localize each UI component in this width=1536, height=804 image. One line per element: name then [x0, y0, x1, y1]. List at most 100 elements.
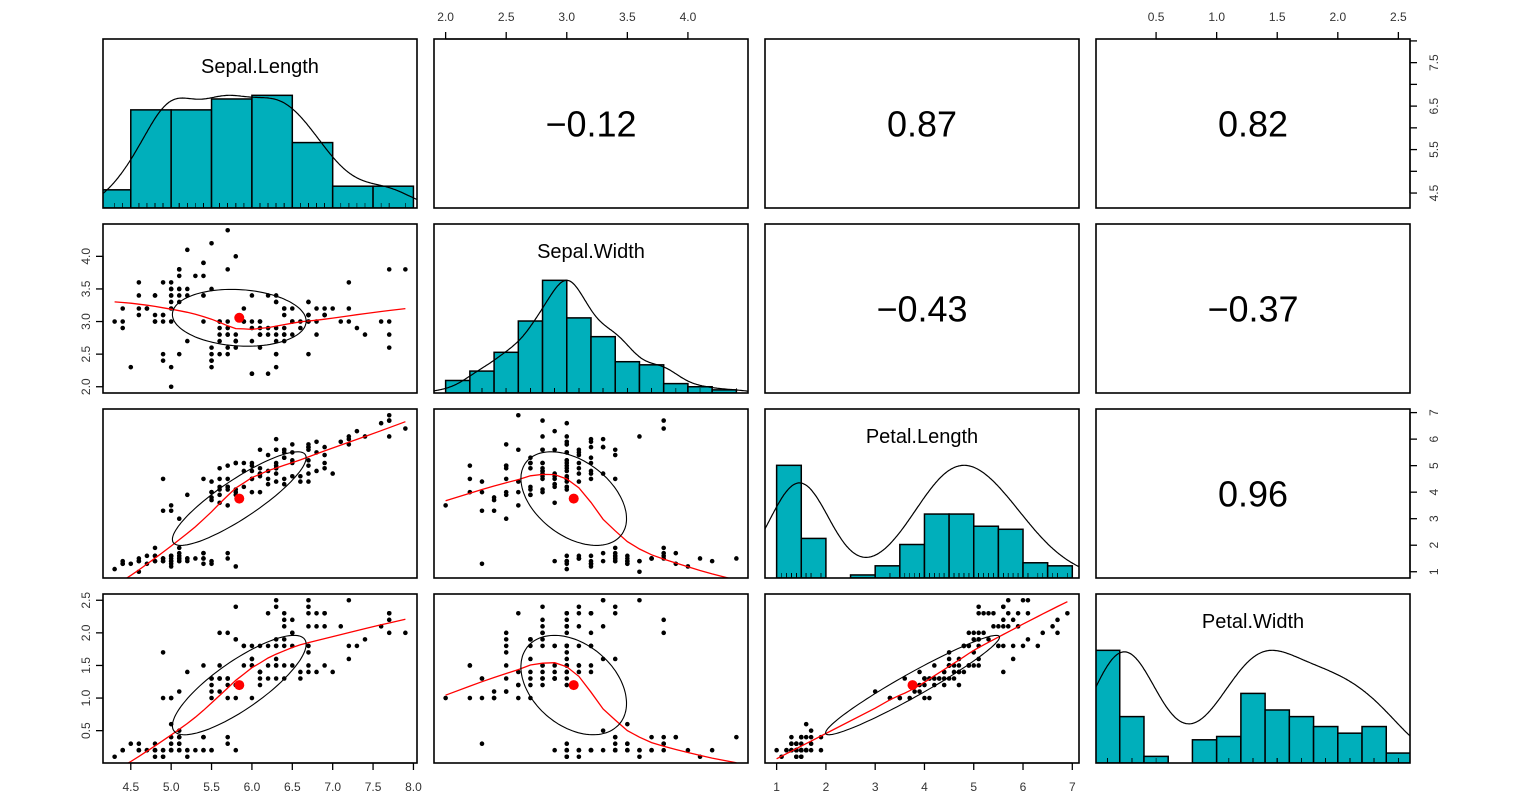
tick-label: 2.0 [79, 624, 93, 641]
histogram-bar [1118, 715, 1145, 763]
scatter-point [528, 676, 533, 681]
scatter-point [168, 364, 174, 370]
panel-border [1095, 593, 1411, 764]
tick-label: 2.5 [1390, 10, 1407, 24]
scatter-point [322, 452, 327, 458]
left-axis-Sepal.Width: 2.0 2.5 3.0 3.5 4.0 [79, 248, 104, 395]
histogram-bar [1240, 692, 1266, 763]
scatter-point [193, 747, 198, 753]
histogram-bar [590, 335, 616, 393]
scatter-point [306, 479, 311, 484]
scatter-point [808, 734, 814, 740]
scatter-point [661, 553, 666, 559]
scatter-point [996, 643, 1001, 649]
scatter-point [576, 479, 582, 484]
scatter-point [281, 624, 287, 629]
scatter-point [516, 610, 521, 616]
tick-label: 5.5 [1427, 141, 1441, 158]
tick-label: 3.5 [619, 10, 636, 24]
scatter-point [661, 741, 666, 747]
scatter-point [201, 319, 206, 324]
scatter-point [176, 293, 182, 298]
scatter-point [540, 468, 545, 474]
scatter-point [386, 345, 392, 350]
scatter-point [160, 476, 166, 482]
scatter-point [217, 676, 222, 681]
scatter-point [201, 273, 206, 279]
scatter-point [322, 624, 327, 629]
scatter-point [540, 682, 545, 688]
scatter-point [330, 306, 335, 311]
scatter-point [160, 754, 166, 760]
scatter-point [1010, 643, 1016, 649]
scatter-point [588, 455, 594, 460]
scatter-point [976, 604, 981, 610]
scatter-point [673, 550, 679, 556]
tick-label: 1.5 [1269, 10, 1286, 24]
scatter-point [281, 617, 287, 623]
scatter-point [576, 663, 582, 668]
scatter-point [176, 273, 182, 279]
tick-label: 3.5 [79, 280, 93, 297]
scatter-point [265, 663, 271, 668]
panel-border [764, 223, 1080, 394]
scatter-point [273, 643, 279, 649]
histogram-bar [775, 464, 803, 578]
correlation-value: 0.82 [1218, 104, 1288, 145]
scatter-point [588, 439, 594, 445]
scatter-point [233, 747, 239, 753]
scatter-point [120, 325, 126, 331]
scatter-point [306, 669, 311, 675]
scatter-point [160, 558, 166, 564]
tick-label: 7 [1427, 409, 1441, 416]
scatter-point [233, 460, 239, 466]
scatter-point [176, 267, 182, 272]
scatter-point [281, 476, 287, 482]
scatter-point [552, 476, 557, 482]
scatter-point [338, 319, 344, 324]
scatter-point [528, 637, 533, 642]
tick-label: 1 [1427, 568, 1441, 575]
panel-border [102, 408, 418, 579]
scatter-point [306, 643, 311, 649]
scatter-point [386, 319, 392, 324]
scatter-point [265, 643, 271, 649]
scatter-point [697, 556, 703, 561]
scatter-point [168, 695, 174, 701]
scatter-point [225, 351, 230, 357]
scatter-point [201, 260, 206, 266]
scatter-point [322, 460, 327, 466]
scatter-point [330, 471, 335, 476]
scatter-point [637, 569, 642, 575]
scatter-point [1010, 656, 1016, 662]
tick-label: 4.0 [680, 10, 697, 24]
left-axis-Petal.Width: 0.5 1.0 1.5 2.0 2.5 [79, 592, 104, 739]
scatter-point [552, 558, 557, 564]
scatter-point [281, 312, 287, 318]
scatter-point [378, 420, 384, 426]
scatter-point [281, 637, 287, 642]
tick-label: 4 [921, 780, 928, 794]
scatter-point [217, 663, 222, 668]
scatter-point [491, 497, 497, 503]
scatter-point [306, 471, 311, 476]
scatter-point [612, 545, 618, 551]
scatter-point [176, 734, 182, 740]
scatter-point [576, 471, 582, 476]
scatter-point [160, 280, 166, 285]
scatter-point [273, 338, 279, 344]
histogram-bar [1312, 725, 1339, 763]
scatter-point [176, 351, 182, 357]
scatter-point [576, 643, 582, 649]
histogram-bar [1191, 739, 1218, 763]
scatter-point [322, 306, 327, 311]
scatter-point [168, 558, 174, 564]
tick-label: 2.0 [1329, 10, 1346, 24]
scatter-point [306, 312, 311, 318]
scatter-point [217, 476, 222, 482]
scatter-point [803, 747, 809, 753]
scatter-point [612, 556, 618, 561]
scatter-point [168, 384, 174, 390]
histogram-bar [541, 279, 568, 393]
scatter-point [564, 420, 570, 426]
